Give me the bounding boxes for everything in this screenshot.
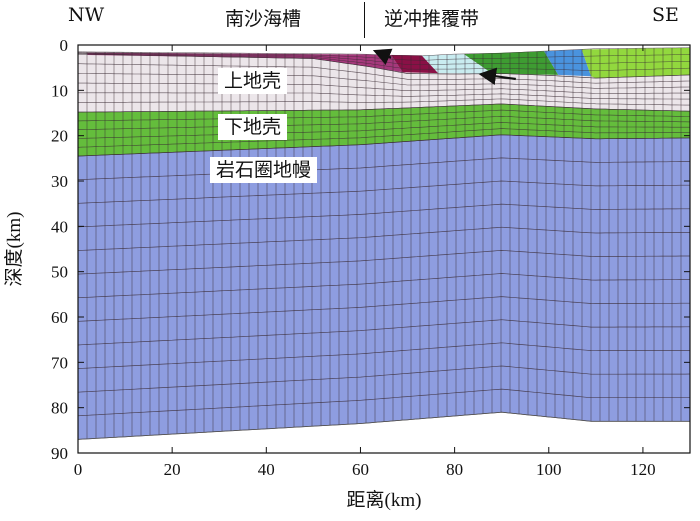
mesh-mantle-line — [78, 157, 690, 181]
header-nw-label: NW — [68, 4, 105, 26]
header-se-label: SE — [652, 4, 679, 26]
thrust-arrow-left — [372, 48, 393, 66]
mesh-mantle-line — [78, 180, 690, 204]
x-tick-label: 20 — [164, 460, 181, 479]
y-tick-label: 50 — [51, 263, 68, 282]
mesh-lower-crust-line — [78, 109, 690, 122]
y-tick-label: 40 — [51, 217, 68, 236]
mesh-lower-crust-line — [78, 103, 690, 113]
mesh-grid — [78, 47, 690, 440]
mesh-mantle-line — [78, 203, 690, 228]
mesh-sediment-line — [78, 53, 690, 71]
mesh-mantle-line — [78, 134, 690, 157]
y-axis-title: 深度(km) — [3, 212, 25, 287]
mesh-mantle-line — [78, 365, 690, 393]
sediment-magenta-block — [87, 52, 403, 73]
mesh-lower-crust-line — [78, 128, 690, 148]
mesh-mantle-line — [78, 226, 690, 251]
mesh-upper-crust-line — [78, 73, 690, 89]
model-base-outline — [78, 411, 690, 440]
mesh-upper-crust-line — [78, 82, 690, 94]
x-tick-label: 0 — [74, 460, 83, 479]
x-tick-label: 80 — [446, 460, 463, 479]
mesh-upper-crust-line — [78, 53, 690, 79]
y-tick-label: 60 — [51, 308, 68, 327]
mesh-mantle-line — [78, 319, 690, 346]
arrows-group — [372, 48, 516, 85]
layer-label-upper-crust: 上地壳 — [218, 68, 288, 94]
mesh-upper-crust-line — [78, 98, 690, 106]
x-axis-title: 距离(km) — [347, 489, 422, 511]
layer-label-mantle: 岩石圈地幔 — [210, 157, 318, 183]
y-tick-label: 10 — [51, 81, 68, 100]
x-tick-label: 40 — [258, 460, 275, 479]
x-tick-label: 100 — [536, 460, 562, 479]
y-tick-label: 0 — [60, 36, 69, 55]
mesh-lower-crust-line — [78, 122, 690, 139]
mesh-mantle-line — [78, 250, 690, 275]
header-thrust-belt-label: 逆冲推覆带 — [384, 8, 480, 30]
plot-frame — [77, 44, 691, 454]
axes-group: 0 20 40 60 80 100 120 0 10 20 30 40 50 60 70 80 90 距离(km)… — [3, 36, 691, 511]
mesh-upper-crust-line — [78, 92, 690, 100]
mesh-mantle-line — [78, 342, 690, 369]
mesh-mantle-line — [78, 296, 690, 322]
y-tick-label: 30 — [51, 172, 68, 191]
x-tick-label: 120 — [630, 460, 656, 479]
header-nansha-trough-label: 南沙海槽 — [225, 8, 302, 30]
layer-label-lower-crust: 下地壳 — [218, 114, 288, 140]
mesh-lower-crust-line — [78, 115, 690, 130]
mesh-mantle-line — [78, 273, 690, 299]
mesh-mantle-line — [78, 388, 690, 417]
y-tick-label: 20 — [51, 127, 68, 146]
thrust-arrow-right — [478, 67, 516, 85]
y-tick-label: 90 — [51, 444, 68, 463]
y-tick-label: 80 — [51, 399, 68, 418]
header-divider — [364, 2, 365, 38]
x-tick-label: 60 — [352, 460, 369, 479]
mesh-upper-crust-line — [78, 63, 690, 84]
y-tick-label: 70 — [51, 353, 68, 372]
